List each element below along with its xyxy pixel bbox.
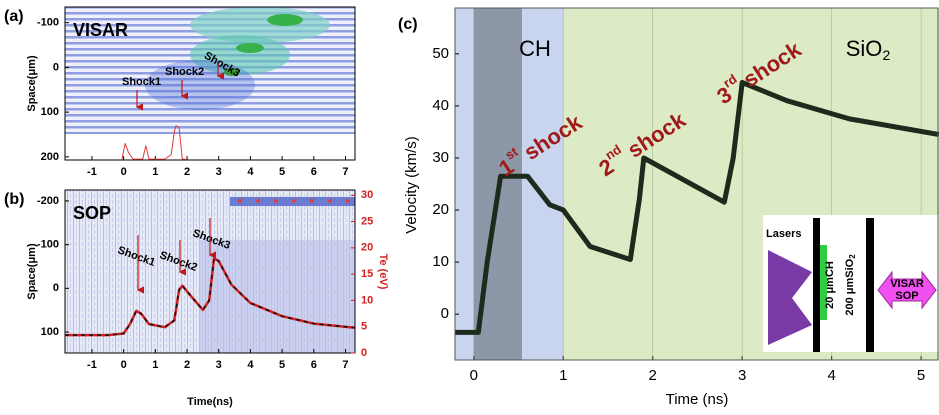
y-tick-label: 100 xyxy=(41,106,59,118)
y-tick-label: 50 xyxy=(432,45,449,62)
y-axis-label: Velocity (km/s) xyxy=(403,136,420,234)
y-tick-label: -100 xyxy=(37,17,59,29)
y-axis-label: Space(μm) xyxy=(26,243,38,300)
x-tick-label: 4 xyxy=(827,367,835,384)
layer-ch xyxy=(820,245,827,320)
region-label: SiO2 xyxy=(846,36,891,63)
x-tick-label: 3 xyxy=(216,166,222,178)
data-line xyxy=(121,125,186,160)
y2-tick-label: 0 xyxy=(361,347,367,359)
x-tick-label: 7 xyxy=(342,166,348,178)
x-tick-label: 4 xyxy=(247,166,254,178)
panel-label: (b) xyxy=(4,191,24,208)
y-tick-label: -200 xyxy=(37,195,59,207)
y-axis-label: Space(μm) xyxy=(26,55,38,112)
x-tick-label: 4 xyxy=(247,359,254,371)
inset-lasers: Lasers xyxy=(766,228,801,240)
y-tick-label: 0 xyxy=(53,61,59,73)
x-tick-label: 1 xyxy=(152,166,158,178)
y-tick-label: -100 xyxy=(37,239,59,251)
y2-tick-label: 20 xyxy=(361,242,373,254)
data-line-dash xyxy=(65,257,356,336)
x-tick-label: 6 xyxy=(311,359,317,371)
region xyxy=(455,8,474,360)
x-tick-label: 2 xyxy=(649,367,657,384)
ordinal-suffix: nd xyxy=(603,142,625,163)
y2-tick-label: 25 xyxy=(361,215,373,227)
y2-tick-label: 5 xyxy=(361,321,367,333)
inset-diag1: VISAR xyxy=(890,278,924,290)
y-tick-label: 20 xyxy=(432,201,449,218)
x-tick-label: 0 xyxy=(121,359,127,371)
y-tick-label: 40 xyxy=(432,97,449,114)
panel-label: (a) xyxy=(4,8,24,25)
x-tick-label: 5 xyxy=(279,359,285,371)
x-tick-label: 6 xyxy=(311,166,317,178)
x-tick-label: 2 xyxy=(184,359,190,371)
inset-layer2: 200 μmSiO2 xyxy=(844,254,857,316)
x-tick-label: 3 xyxy=(216,359,222,371)
visar-image xyxy=(65,7,355,134)
panel-title: SOP xyxy=(73,203,111,223)
region-label: CH xyxy=(519,36,551,61)
x-axis-label: Time (ns) xyxy=(666,391,729,408)
y-tick-label: 10 xyxy=(432,253,449,270)
inset-diag2: SOP xyxy=(895,290,918,302)
inset-layer1: 20 μmCH xyxy=(824,261,836,309)
x-tick-label: 0 xyxy=(121,166,127,178)
x-tick-label: 1 xyxy=(152,359,158,371)
frame-c xyxy=(454,7,939,361)
region xyxy=(522,8,564,360)
x-tick-label: -1 xyxy=(87,166,97,178)
panel-title: VISAR xyxy=(73,20,128,40)
x-tick-label: 7 xyxy=(342,359,348,371)
shock-label: Shock1 xyxy=(122,76,161,88)
diag-arrow xyxy=(877,270,937,310)
frame-a xyxy=(64,6,356,161)
y-tick-label: 30 xyxy=(432,149,449,166)
x-tick-label: 5 xyxy=(279,166,285,178)
x-tick-label: 1 xyxy=(559,367,567,384)
inset-layer2-base: 200 μmSiO xyxy=(844,258,856,315)
y-tick-label: 200 xyxy=(41,151,59,163)
x-tick-label: 0 xyxy=(470,367,478,384)
x-axis-label: Time(ns) xyxy=(187,396,233,408)
y2-tick-label: 15 xyxy=(361,268,373,280)
target-bar xyxy=(866,218,874,352)
region-label-sub: 2 xyxy=(882,47,890,63)
y-tick-label: 0 xyxy=(53,282,59,294)
inset-layer2-sub: 2 xyxy=(848,254,857,259)
x-tick-label: -1 xyxy=(87,359,97,371)
region-label-base: SiO xyxy=(846,36,883,61)
panel-label: (c) xyxy=(398,16,418,33)
target-bar xyxy=(813,218,820,352)
frame-b xyxy=(64,189,356,354)
y2-tick-label: 10 xyxy=(361,294,373,306)
laser-shape xyxy=(768,250,812,345)
x-tick-label: 5 xyxy=(917,367,925,384)
y2-tick-label: 30 xyxy=(361,189,373,201)
x-tick-label: 2 xyxy=(184,166,190,178)
shock-label: Shock2 xyxy=(165,66,204,78)
data-line xyxy=(455,80,939,335)
x-tick-label: 3 xyxy=(738,367,746,384)
sop-image xyxy=(65,190,355,353)
y-tick-label: 0 xyxy=(441,305,449,322)
y-tick-label: 100 xyxy=(41,326,59,338)
y2-axis-label: Te (eV) xyxy=(377,254,389,290)
